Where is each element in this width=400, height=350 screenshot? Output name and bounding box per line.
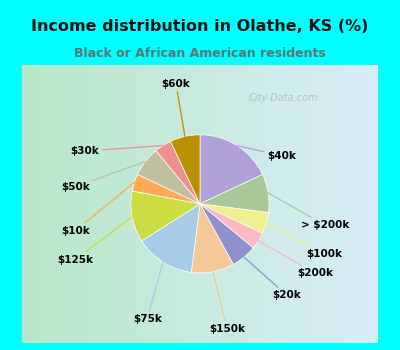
Text: Black or African American residents: Black or African American residents [74,47,326,60]
Text: $100k: $100k [266,223,343,259]
Text: $30k: $30k [70,146,163,156]
Text: $10k: $10k [61,183,134,236]
Wedge shape [200,174,269,212]
Wedge shape [200,135,262,204]
Text: $75k: $75k [133,262,163,324]
Text: $60k: $60k [162,79,190,136]
Text: City-Data.com: City-Data.com [248,93,318,103]
Wedge shape [142,204,200,272]
Wedge shape [138,150,200,204]
Text: $150k: $150k [209,272,245,334]
Text: > $200k: > $200k [268,193,349,230]
Text: Income distribution in Olathe, KS (%): Income distribution in Olathe, KS (%) [31,19,369,34]
Text: $50k: $50k [61,162,146,191]
Text: $40k: $40k [237,146,296,161]
Wedge shape [191,204,233,273]
Wedge shape [200,204,268,233]
Wedge shape [132,174,200,204]
Text: $125k: $125k [57,217,132,265]
Wedge shape [156,141,200,204]
Wedge shape [200,204,262,248]
Wedge shape [200,204,253,264]
Wedge shape [131,191,200,241]
Text: $200k: $200k [258,241,333,278]
Text: $20k: $20k [244,257,301,300]
Wedge shape [170,135,200,204]
